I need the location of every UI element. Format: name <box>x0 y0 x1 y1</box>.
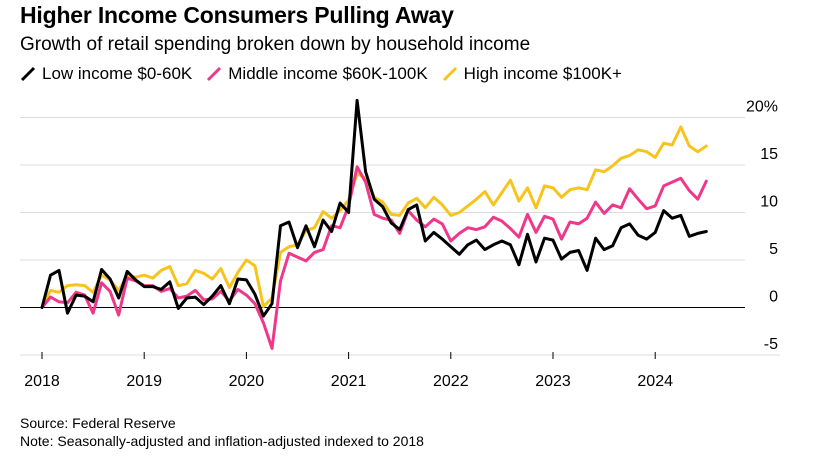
chart-subtitle: Growth of retail spending broken down by… <box>20 34 531 55</box>
legend: Low income $0-60K Middle income $60K-100… <box>20 64 636 84</box>
legend-item-high-income: High income $100K+ <box>442 64 622 84</box>
x-tick-label: 2022 <box>433 373 469 390</box>
source-note: Source: Federal Reserve <box>20 415 176 431</box>
chart-notes: Source: Federal Reserve Note: Seasonally… <box>20 414 424 450</box>
series-line-high-income <box>40 125 708 309</box>
y-tick-label: 20% <box>746 99 778 116</box>
series-line-low-income <box>40 98 708 318</box>
legend-swatch-low-income <box>20 66 36 82</box>
chart-title: Higher Income Consumers Pulling Away <box>20 2 454 28</box>
y-tick-label: 0 <box>769 289 778 306</box>
x-tick-label: 2018 <box>24 373 60 390</box>
y-tick-label: 10 <box>760 194 778 211</box>
x-tick-label: 2020 <box>229 373 265 390</box>
legend-label-low-income: Low income $0-60K <box>42 64 193 83</box>
legend-label-middle-income: Middle income $60K-100K <box>228 64 428 83</box>
y-tick-label: 15 <box>760 146 778 163</box>
footnote: Note: Seasonally-adjusted and inflation-… <box>20 433 424 449</box>
x-tick-label: 2023 <box>535 373 571 390</box>
legend-item-low-income: Low income $0-60K <box>20 64 192 84</box>
y-tick-label: 5 <box>769 241 778 258</box>
legend-item-middle-income: Middle income $60K-100K <box>206 64 428 84</box>
legend-swatch-high-income <box>442 66 457 82</box>
legend-label-high-income: High income $100K+ <box>463 64 622 83</box>
legend-swatch-middle-income <box>207 66 222 82</box>
tick-labels: -5 0 5 10 15 20% 2018 2019 2020 2021 2022 2023 2024 <box>24 99 778 391</box>
gridlines <box>20 117 780 356</box>
x-tick-label: 2024 <box>637 373 673 390</box>
x-tick-label: 2019 <box>126 373 162 390</box>
series-lines <box>40 98 708 350</box>
x-tick-label: 2021 <box>331 373 367 390</box>
y-tick-label: -5 <box>764 336 778 353</box>
